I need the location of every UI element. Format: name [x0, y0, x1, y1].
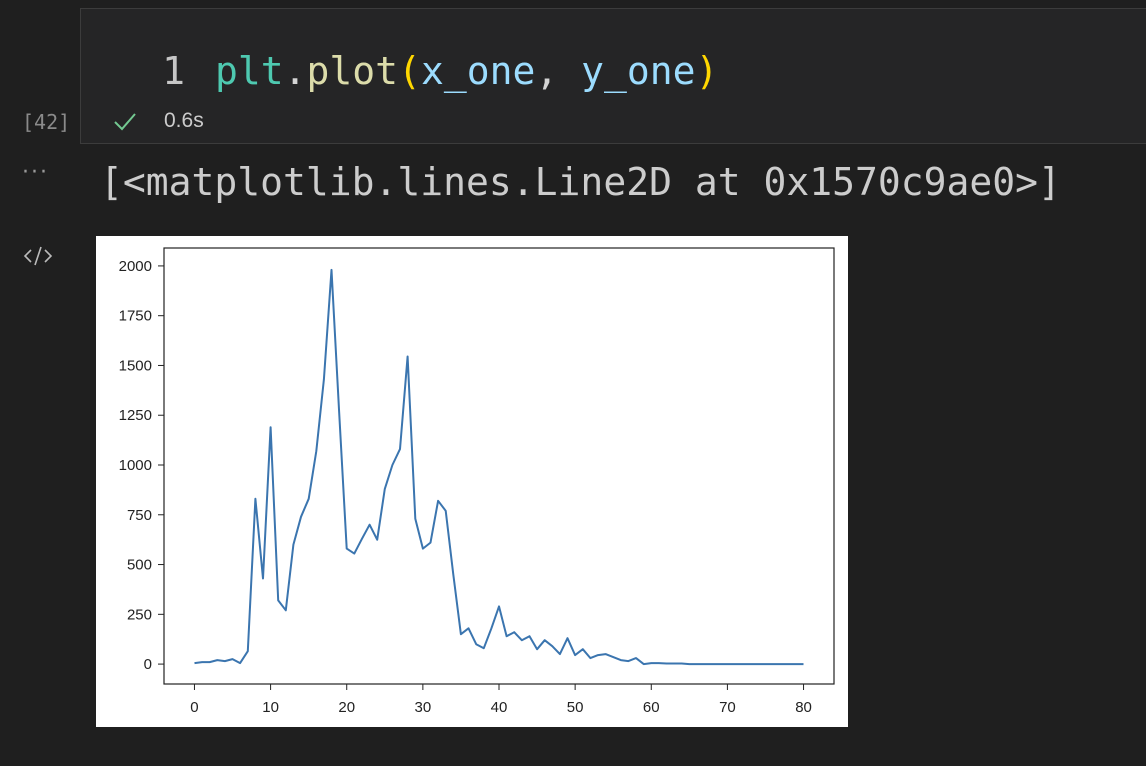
code-token-close-paren: )	[695, 49, 719, 93]
x-tick-label: 20	[338, 699, 355, 716]
line-chart: 0 250 500 750 1000 1250 1500 1750 2000 0 10 20 30 40 5…	[119, 247, 835, 716]
execution-count: [42]	[22, 110, 71, 134]
y-tick-label: 0	[144, 656, 152, 673]
y-tick-label: 1250	[119, 407, 152, 424]
series-line-0	[194, 268, 804, 666]
x-tick-label: 10	[262, 699, 279, 716]
code-icon[interactable]	[22, 244, 54, 268]
code-cell[interactable]: 1 plt. plot(x_one, y_one)	[80, 8, 1146, 144]
execution-time: 0.6s	[164, 109, 204, 132]
x-tick-label: 40	[491, 699, 508, 716]
check-icon	[114, 113, 136, 131]
x-tick-label: 30	[415, 699, 432, 716]
x-tick-label: 0	[190, 699, 198, 716]
y-tick-label: 2000	[119, 258, 152, 275]
cell-status: 0.6s	[112, 106, 204, 136]
output-more-actions[interactable]: ···	[22, 160, 49, 185]
code-line[interactable]: 1 plt. plot(x_one, y_one)	[81, 45, 718, 97]
y-tick-label: 1000	[119, 457, 152, 474]
plot-figure: 0 250 500 750 1000 1250 1500 1750 2000 0 10 20 30 40 5…	[96, 236, 848, 727]
output-text: [<matplotlib.lines.Line2D at 0x1570c9ae0…	[100, 160, 1061, 204]
line-number: 1	[162, 49, 185, 93]
x-tick-label: 50	[567, 699, 584, 716]
code-token-arg-x: x_one	[420, 49, 536, 93]
code-token-module: plt	[215, 49, 284, 93]
x-tick-label: 70	[719, 699, 736, 716]
y-tick-label: 1750	[119, 308, 152, 325]
code-token-function: plot	[306, 49, 399, 93]
x-tick-label: 80	[795, 699, 812, 716]
code-token-arg-y: y_one	[581, 49, 696, 93]
plot-area-frame	[163, 247, 835, 685]
code-token-dot: .	[283, 49, 307, 93]
y-tick-label: 250	[127, 606, 152, 623]
y-tick-label: 1500	[119, 357, 152, 374]
y-tick-label: 750	[127, 507, 152, 524]
code-token-open-paren: (	[398, 49, 421, 93]
code-token-comma: ,	[535, 49, 582, 93]
x-tick-label: 60	[643, 699, 660, 716]
y-tick-label: 500	[127, 557, 152, 574]
